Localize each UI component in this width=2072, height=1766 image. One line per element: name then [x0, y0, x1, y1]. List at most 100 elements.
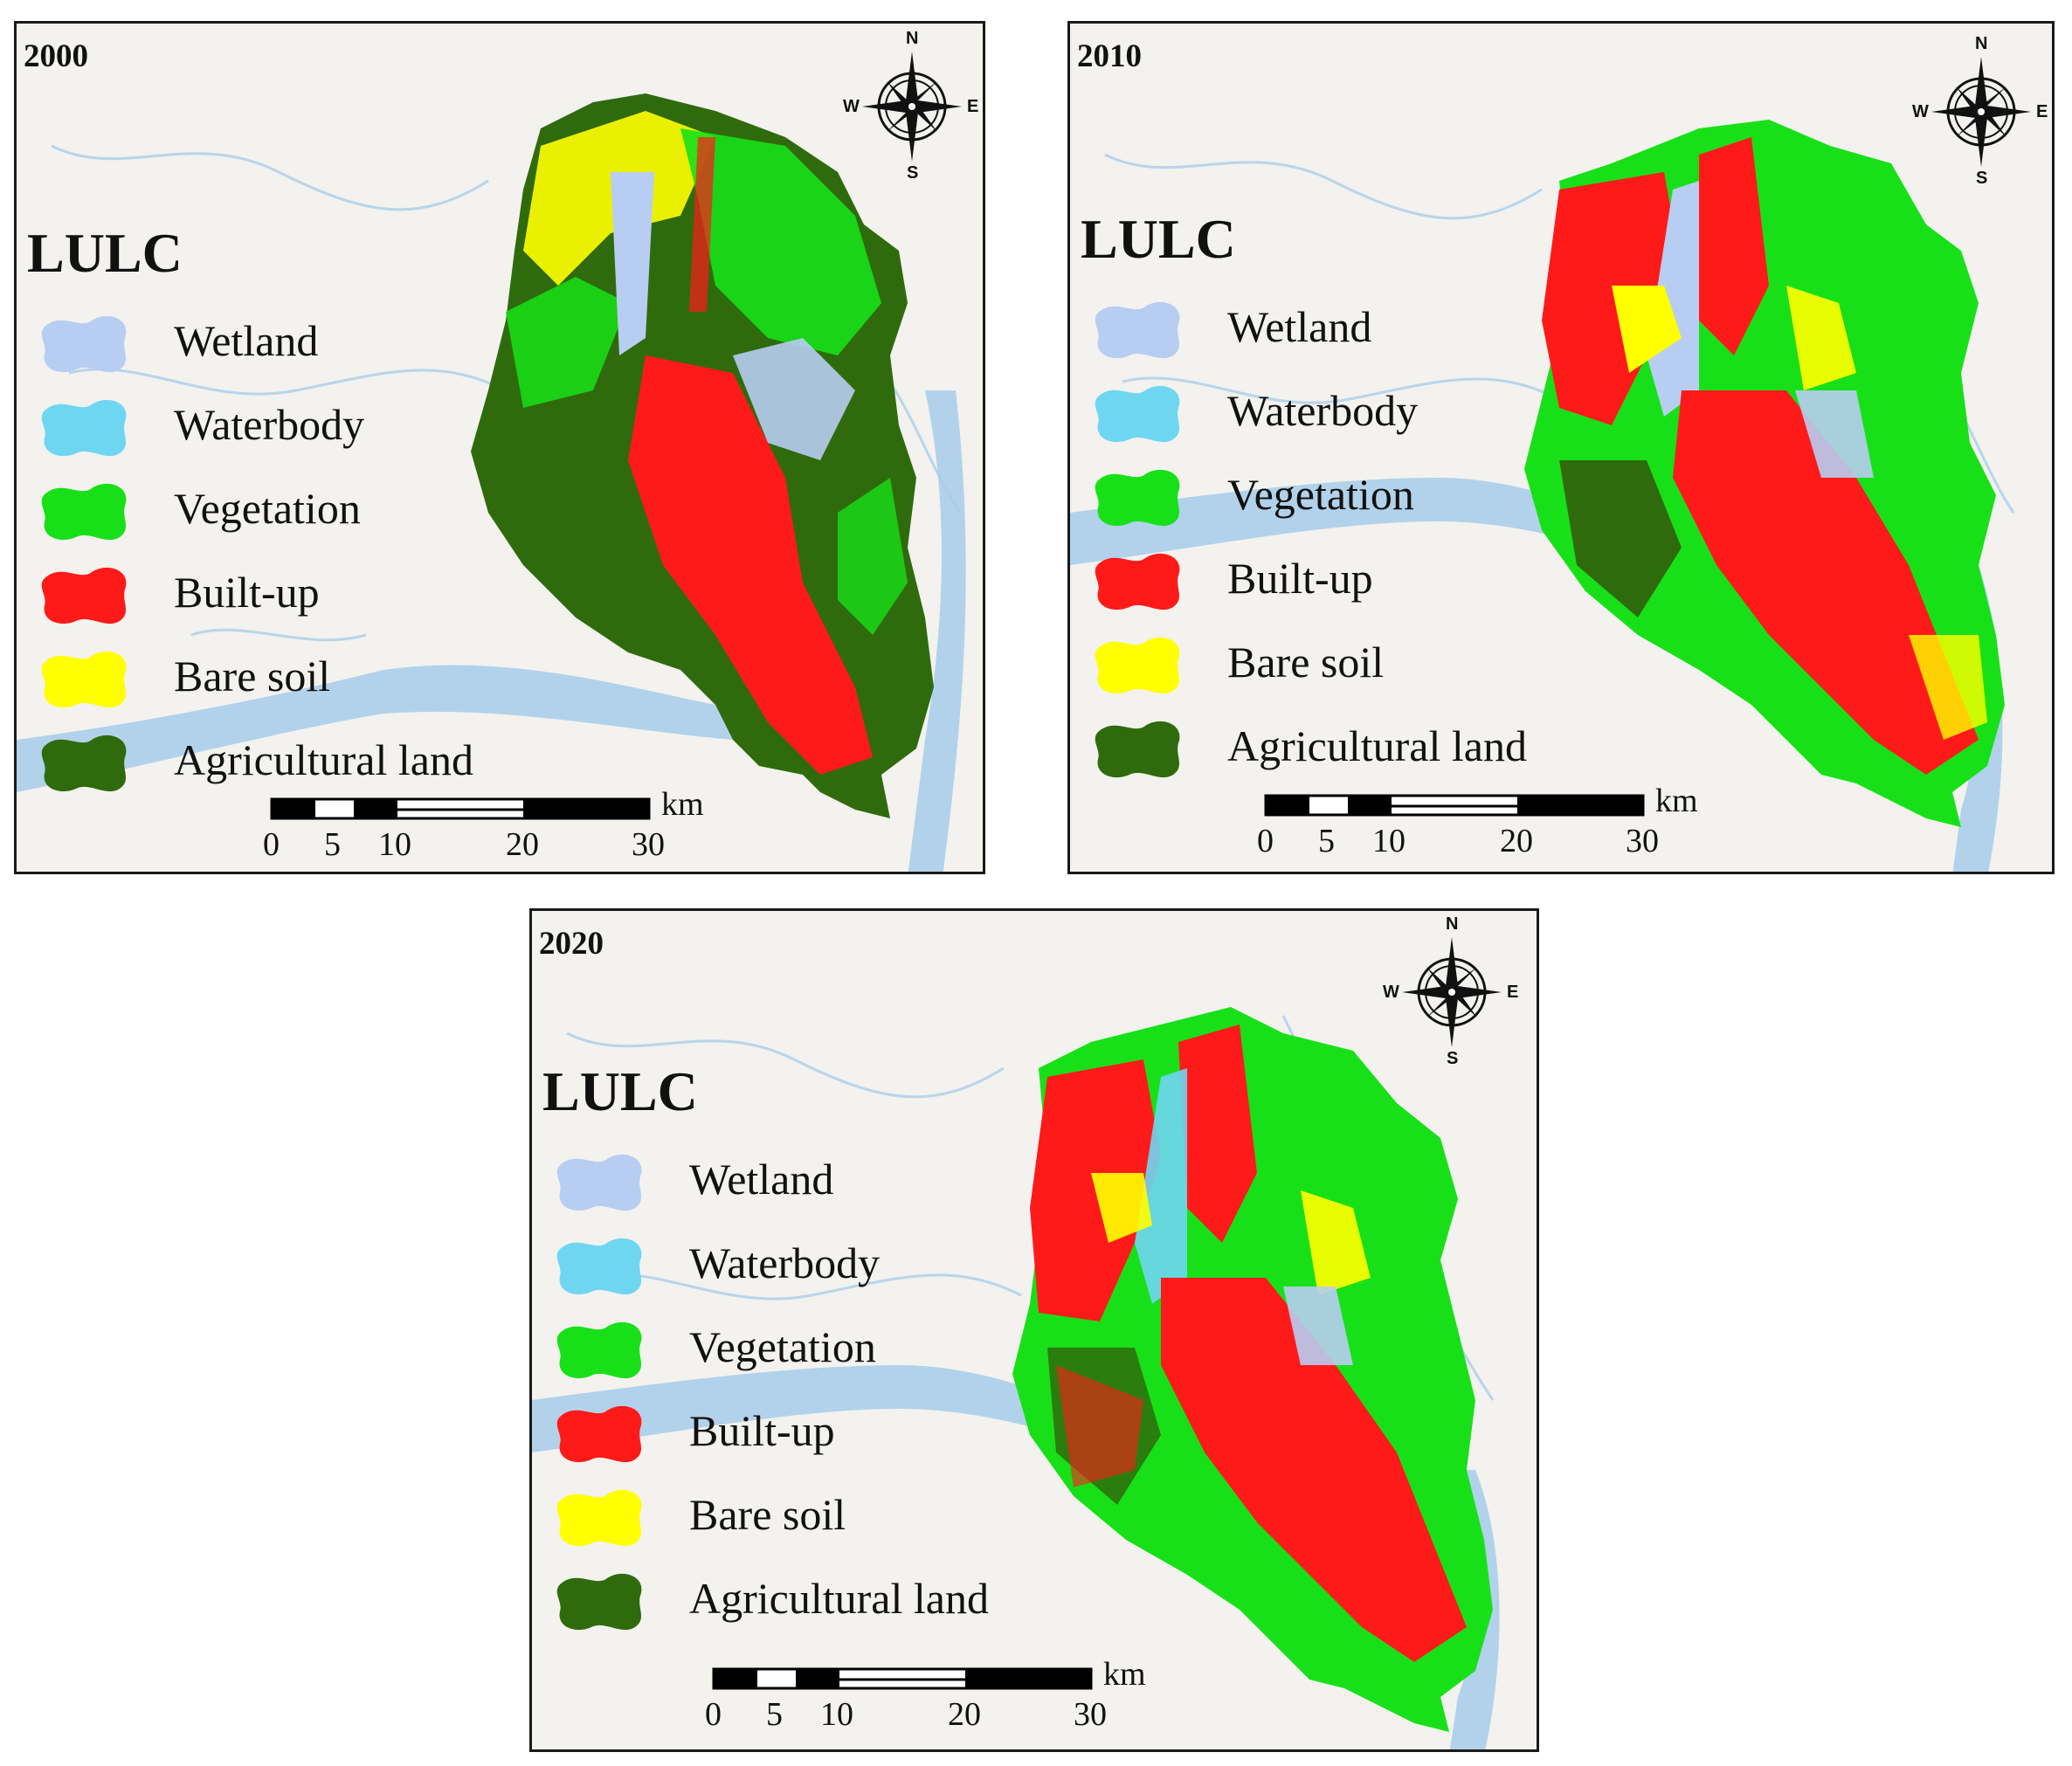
baresoil-swatch-icon	[41, 651, 127, 708]
compass-n: N	[1446, 914, 1459, 934]
map-year-label: 2020	[539, 926, 604, 962]
compass-rose-icon	[1931, 57, 2031, 167]
compass-n: N	[1975, 34, 1988, 53]
legend-item-wetland: Wetland	[541, 1150, 833, 1234]
north-arrow: N S W E	[843, 29, 978, 183]
compass-rose-icon	[1402, 937, 1502, 1047]
compass-n: N	[906, 29, 919, 48]
baresoil-swatch-icon	[556, 1489, 642, 1547]
scale-tick: 10	[1372, 823, 1406, 859]
basemap	[17, 93, 966, 872]
scale-tick: 10	[378, 826, 411, 863]
scale-tick: 0	[263, 826, 280, 863]
north-arrow: N S W E	[1912, 34, 2048, 188]
scale-bar: km 0 5 10 20 30	[1257, 783, 1698, 864]
legend-title: LULC	[542, 1060, 698, 1122]
vegetation-swatch-icon	[556, 1321, 642, 1379]
agricultural-swatch-icon	[556, 1573, 642, 1631]
compass-e: E	[1507, 983, 1519, 1002]
builtup-swatch-icon	[556, 1405, 642, 1463]
compass-s: S	[1447, 1049, 1459, 1068]
legend-item-vegetation: Vegetation	[1079, 466, 1414, 549]
compass-s: S	[1976, 169, 1988, 188]
map-year-label: 2000	[24, 38, 88, 74]
lulc-region	[471, 93, 934, 818]
wetland-swatch-icon	[556, 1154, 642, 1211]
north-arrow: N S W E	[1383, 914, 1518, 1068]
legend: LULC Wetland Waterbody Vegetation Built-…	[541, 1059, 989, 1653]
legend-item-vegetation: Vegetation	[25, 479, 361, 563]
legend-item-waterbody: Waterbody	[541, 1234, 880, 1318]
vegetation-swatch-icon	[1095, 469, 1180, 527]
legend-item-builtup: Built-up	[1079, 549, 1373, 633]
waterbody-swatch-icon	[556, 1238, 642, 1295]
scale-tick: 0	[1257, 823, 1274, 859]
scale-tick: 10	[820, 1696, 853, 1733]
scale-tick: 5	[324, 826, 341, 863]
scale-tick: 30	[632, 826, 665, 863]
scale-bar-graphic	[712, 1667, 1093, 1690]
map-panel-2010: 2010 N S W E LULC Wetland Waterbod	[1067, 21, 2055, 874]
map-year-label: 2010	[1077, 38, 1142, 74]
scale-tick: 20	[1500, 823, 1533, 859]
legend-item-wetland: Wetland	[25, 312, 318, 396]
map-panel-2000: 2000 N S W E LULC Wetland Waterbod	[14, 21, 985, 874]
wetland-swatch-icon	[41, 315, 127, 373]
main-river	[1070, 478, 1664, 565]
scale-tick: 20	[506, 826, 539, 863]
scale-unit: km	[1103, 1656, 1146, 1693]
agricultural-swatch-icon	[1095, 721, 1180, 778]
compass-e: E	[2036, 102, 2048, 121]
agricultural-swatch-icon	[41, 735, 127, 792]
east-river	[1440, 1470, 1500, 1749]
baresoil-swatch-icon	[1095, 637, 1180, 694]
scale-tick: 5	[1318, 823, 1335, 859]
legend-title: LULC	[27, 222, 183, 284]
legend-item-builtup: Built-up	[25, 563, 320, 647]
scale-bar-graphic	[270, 797, 651, 820]
builtup-swatch-icon	[41, 567, 127, 624]
legend-item-waterbody: Waterbody	[25, 396, 364, 479]
scale-unit: km	[661, 786, 704, 823]
legend-item-wetland: Wetland	[1079, 298, 1371, 382]
scale-bar: km 0 5 10 20 30	[705, 1656, 1146, 1737]
main-river	[17, 665, 733, 792]
lulc-region	[1524, 120, 2005, 827]
vegetation-swatch-icon	[41, 483, 127, 541]
legend-item-waterbody: Waterbody	[1079, 382, 1418, 466]
wetland-swatch-icon	[1095, 301, 1180, 359]
compass-w: W	[843, 97, 860, 116]
legend-item-agricultural: Agricultural land	[1079, 717, 1527, 801]
builtup-swatch-icon	[1095, 553, 1180, 611]
legend-title: LULC	[1081, 208, 1236, 270]
map-panel-2020: 2020 N S W E LULC Wetland Waterbod	[529, 908, 1539, 1752]
waterbody-swatch-icon	[1095, 385, 1180, 443]
compass-e: E	[967, 97, 979, 116]
scale-tick: 0	[705, 1696, 722, 1733]
lulc-region	[1012, 1007, 1493, 1732]
legend-item-agricultural: Agricultural land	[541, 1569, 989, 1653]
legend: LULC Wetland Waterbody Vegetation Built-…	[25, 221, 473, 815]
scale-bar: km 0 5 10 20 30	[263, 786, 704, 867]
scale-tick: 30	[1626, 823, 1659, 859]
legend: LULC Wetland Waterbody Vegetation Built-…	[1079, 207, 1527, 801]
scale-tick: 20	[948, 1696, 981, 1733]
scale-bar-graphic	[1264, 794, 1645, 817]
waterbody-swatch-icon	[41, 399, 127, 457]
basemap	[532, 1007, 1500, 1749]
scale-tick: 5	[766, 1696, 783, 1733]
legend-item-agricultural: Agricultural land	[25, 731, 473, 815]
scale-unit: km	[1655, 783, 1698, 819]
legend-item-baresoil: Bare soil	[541, 1486, 846, 1569]
legend-item-builtup: Built-up	[541, 1402, 835, 1486]
legend-item-vegetation: Vegetation	[541, 1318, 876, 1402]
main-river	[532, 1365, 1126, 1452]
compass-w: W	[1912, 102, 1929, 121]
compass-s: S	[907, 163, 919, 183]
east-river	[908, 390, 966, 872]
scale-tick: 30	[1074, 1696, 1107, 1733]
legend-item-baresoil: Bare soil	[25, 647, 330, 731]
basemap	[1070, 120, 2015, 872]
legend-item-baresoil: Bare soil	[1079, 633, 1384, 717]
compass-w: W	[1383, 983, 1399, 1002]
